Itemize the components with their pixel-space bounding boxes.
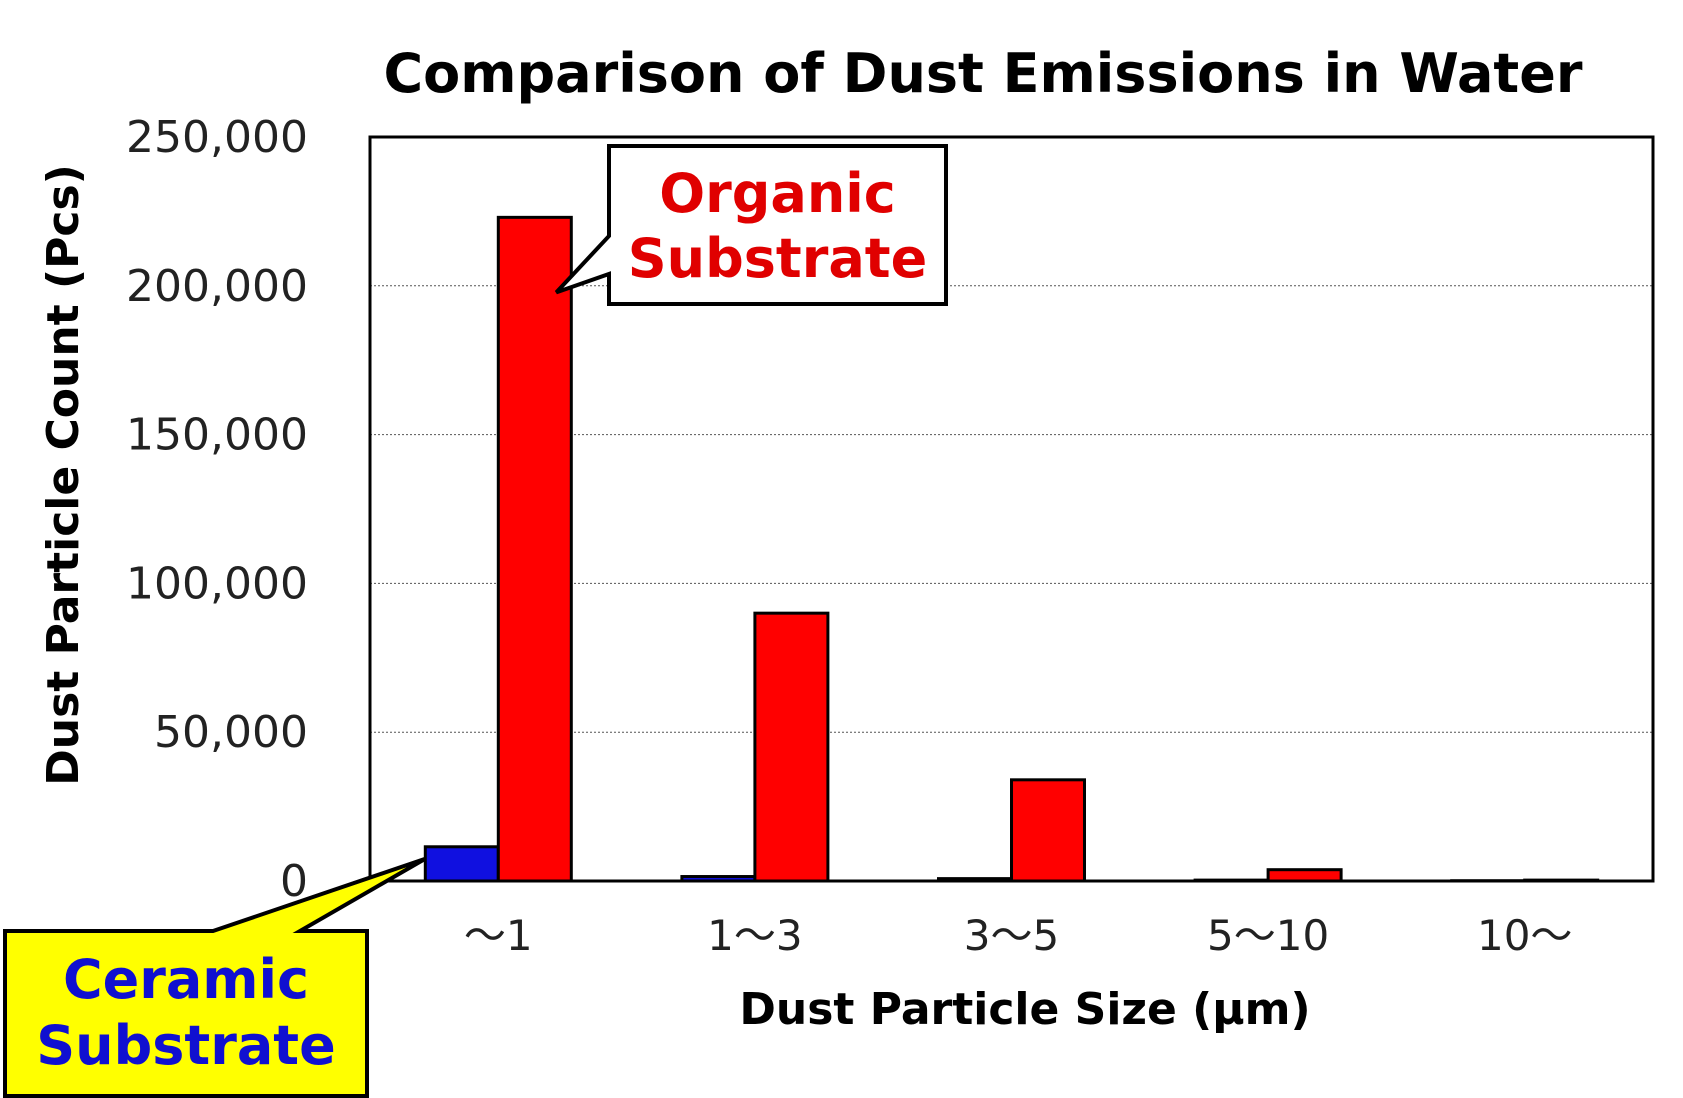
ceramic-callout-box (3, 856, 427, 1098)
bar (423, 845, 500, 883)
x-axis-ticks: ～1 1～3 3～5 5～10 10～ (464, 911, 1572, 960)
bar (1010, 778, 1086, 883)
ceramic-callout-line-1: Ceramic (63, 948, 309, 1011)
y-tick-label: 250,000 (126, 112, 308, 163)
y-axis-label: Dust Particle Count (Pcs) (38, 164, 89, 786)
x-tick-label: 5～10 (1207, 911, 1329, 960)
x-tick-label: 10～ (1477, 911, 1572, 960)
x-tick-label: ～1 (464, 911, 533, 960)
plot-area-frame (368, 135, 1655, 883)
bars (423, 215, 1600, 883)
organic-callout-box (554, 144, 948, 306)
organic-callout-line-2: Substrate (628, 227, 927, 290)
y-tick-label: 150,000 (126, 410, 308, 461)
x-tick-label: 3～5 (964, 911, 1059, 960)
y-tick-label: 100,000 (126, 558, 308, 609)
gridlines (370, 285, 1653, 733)
chart-title: Comparison of Dust Emissions in Water (384, 42, 1583, 105)
y-tick-label: 200,000 (126, 261, 308, 312)
organic-callout-line-1: Organic (659, 162, 896, 225)
organic-substrate-callout: Organic Substrate (554, 144, 948, 306)
x-axis-label: Dust Particle Size (μm) (739, 984, 1310, 1035)
ceramic-callout-line-2: Substrate (36, 1014, 335, 1077)
ceramic-substrate-callout: Ceramic Substrate (3, 856, 427, 1098)
x-tick-label: 1～3 (707, 911, 802, 960)
bar (753, 611, 830, 883)
y-tick-label: 50,000 (154, 707, 308, 758)
bar (496, 215, 573, 883)
bar (1266, 868, 1343, 883)
